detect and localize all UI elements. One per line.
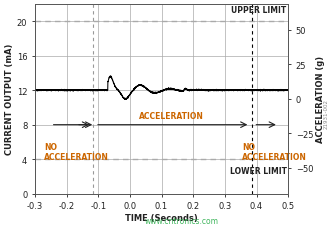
Text: NO
ACCELERATION: NO ACCELERATION	[242, 142, 307, 162]
Y-axis label: CURRENT OUTPUT (mA): CURRENT OUTPUT (mA)	[5, 44, 14, 155]
Text: 21931-002: 21931-002	[323, 99, 328, 128]
Text: ACCELERATION: ACCELERATION	[139, 112, 204, 121]
X-axis label: TIME (Seconds): TIME (Seconds)	[125, 213, 198, 222]
Text: LOWER LIMIT: LOWER LIMIT	[230, 166, 287, 175]
Text: NO
ACCELERATION: NO ACCELERATION	[45, 142, 109, 162]
Text: UPPER LIMIT: UPPER LIMIT	[231, 6, 287, 15]
Y-axis label: ACCELERATION (g): ACCELERATION (g)	[316, 56, 325, 143]
Text: www.cntronics.com: www.cntronics.com	[145, 216, 218, 225]
